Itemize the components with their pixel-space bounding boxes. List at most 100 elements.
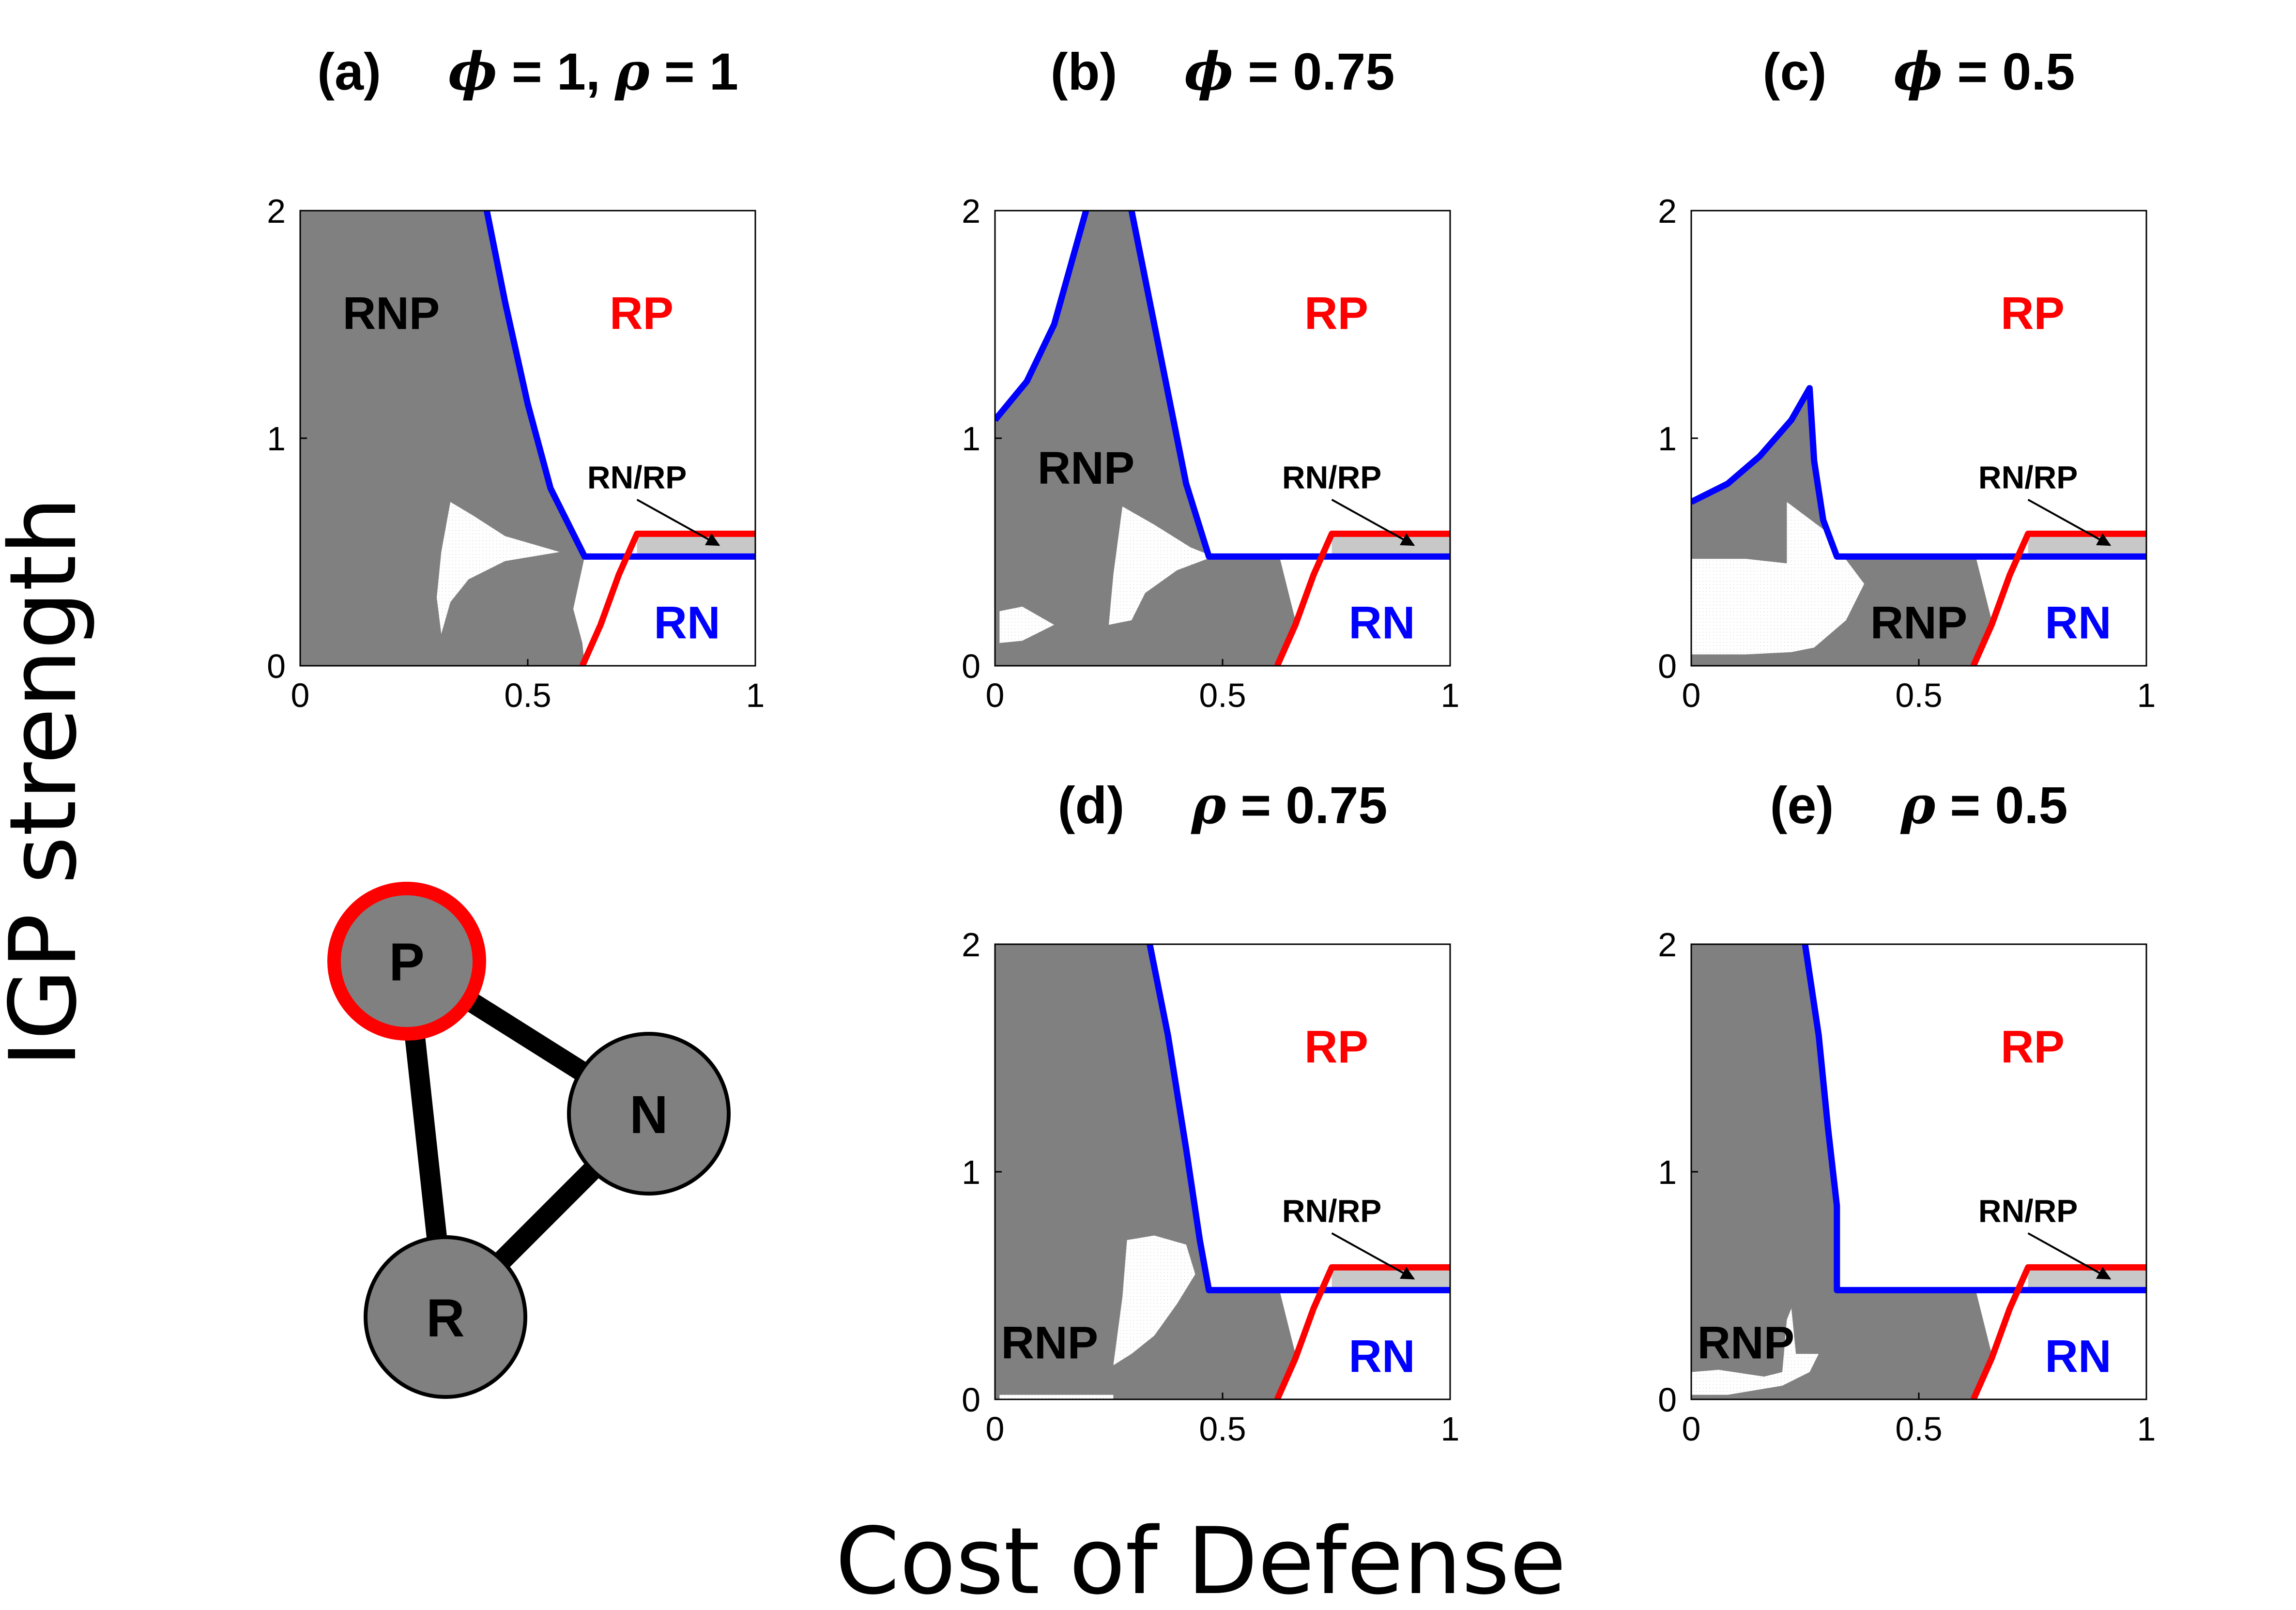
x-tick-label: 0 [1682,1410,1701,1448]
node-n-label: N [629,1085,668,1145]
y-tick-label: 2 [1658,192,1677,230]
x-tick-label: 0.5 [1895,1410,1942,1448]
rnp-label: RNP [1870,598,1968,649]
param-symbol: ρ [1900,775,1936,836]
panel-tag: (e) [1770,776,1900,834]
unstable-region-1 [1691,1308,1819,1395]
panel-tag: (a) [317,42,448,101]
rp-label: RP [2001,1022,2065,1073]
x-tick-label: 0 [986,1410,1005,1448]
rn-label: RN [1348,598,1415,649]
param-symbol: ϕ [448,41,497,102]
rnrp-callout: RN/RP [1978,459,2078,495]
node-p-label: P [389,933,424,992]
rnp-label: RNP [1038,443,1135,494]
rp-label: RP [1304,288,1368,339]
rp-boundary-line [1274,1264,1450,1399]
x-tick-label: 1 [2137,1410,2156,1448]
rnrp-band [1332,534,1450,557]
callout-arrow [2027,1232,2112,1280]
y-tick-label: 2 [267,192,286,230]
plot-area [300,211,755,666]
rnrp-callout: RN/RP [1282,1193,1381,1228]
rp-boundary-line [1970,1264,2146,1399]
node-p [327,882,486,1041]
callout-arrow [636,499,720,546]
y-axis-title: IGP strength [0,497,97,1068]
x-tick-label: 0.5 [1199,676,1246,714]
callout-arrow [2027,499,2112,546]
rnrp-band [1332,1267,1450,1290]
x-tick-label: 1 [1441,1410,1460,1448]
y-tick-label: 2 [962,926,980,964]
rp-label: RP [1304,1022,1368,1073]
rn-label: RN [2045,598,2111,649]
param-value: = 0.5 [1943,42,2075,101]
y-tick-label: 1 [1658,1153,1677,1191]
unstable-region-1 [1113,1235,1195,1365]
rn-boundary-line [1147,944,1450,1293]
rnp-region [1691,944,1992,1399]
y-tick-label: 1 [1658,420,1677,458]
unstable-region-1 [437,502,560,634]
x-axis-title: Cost of Defense [835,1508,1566,1610]
rnp-region [995,944,1296,1399]
param-value: = 1 [650,42,738,101]
y-tick-label: 1 [962,1153,980,1191]
y-tick-label: 0 [962,647,980,685]
rp-boundary-line [579,530,755,666]
rnrp-callout: RN/RP [587,459,687,495]
unstable-region-2 [999,1395,1114,1399]
y-tick-label: 1 [962,420,980,458]
param-value: = 0.5 [1935,776,2067,834]
rn-boundary-line [1691,385,2146,560]
param-symbol: ϕ [1184,41,1233,102]
param-value: = 0.75 [1226,776,1387,834]
plot-area [1691,944,2146,1399]
rn-boundary-line [995,211,1089,422]
panel-b: 0 0.5 1 0 1 2 RNP RP RN RN/RP (b) ϕ = 0.75 [962,41,1459,714]
y-tick-label: 0 [962,1381,980,1419]
panel-tag: (c) [1763,42,1894,101]
rp-label: RP [610,288,673,339]
y-tick-label: 0 [1658,1381,1677,1419]
rnrp-band [637,534,755,557]
panel-a: 0 0.5 1 0 1 2 RNP RP RN RN/RP (a) ϕ = 1, ρ = 1 [267,41,765,714]
rn-label: RN [1348,1331,1415,1382]
panel-title: (b) ϕ = 0.75 [1051,41,1395,102]
rnp-label: RNP [343,288,440,339]
rnp-label: RNP [1001,1318,1099,1369]
param-value: = 1 [497,42,586,101]
panel-title: (e) ρ = 0.5 [1770,775,2067,836]
food-web-diagram: N R P [327,882,731,1399]
rp-boundary-line [1970,530,2146,666]
x-tick-label: 1 [2137,676,2156,714]
y-tick-label: 1 [267,420,286,458]
unstable-region-1 [1109,506,1214,625]
x-tick-label: 0.5 [1895,676,1942,714]
panel-tag: (d) [1057,776,1191,834]
y-tick-label: 0 [1658,647,1677,685]
unstable-region-2 [999,606,1055,643]
rnrp-band [2028,1267,2146,1290]
title-separator: , [586,42,615,101]
x-tick-label: 0.5 [504,676,551,714]
panel-title: (a) ϕ = 1, ρ = 1 [317,41,738,102]
panel-tag: (b) [1051,42,1184,101]
param-value: = 0.75 [1233,42,1394,101]
x-tick-label: 0 [291,676,310,714]
y-tick-label: 0 [267,647,286,685]
callout-arrow [1331,499,1415,546]
callout-arrow [1331,1232,1415,1280]
panel-title: (c) ϕ = 0.5 [1763,41,2075,102]
panel-title: (d) ρ = 0.75 [1057,775,1387,836]
rn-label: RN [654,598,720,649]
rp-label: RP [2001,288,2065,339]
rnp-region [995,211,1296,666]
rn-boundary-line [484,211,755,560]
x-tick-label: 0 [1682,676,1701,714]
x-tick-label: 0 [986,676,1005,714]
param-symbol: ρ [614,41,650,102]
